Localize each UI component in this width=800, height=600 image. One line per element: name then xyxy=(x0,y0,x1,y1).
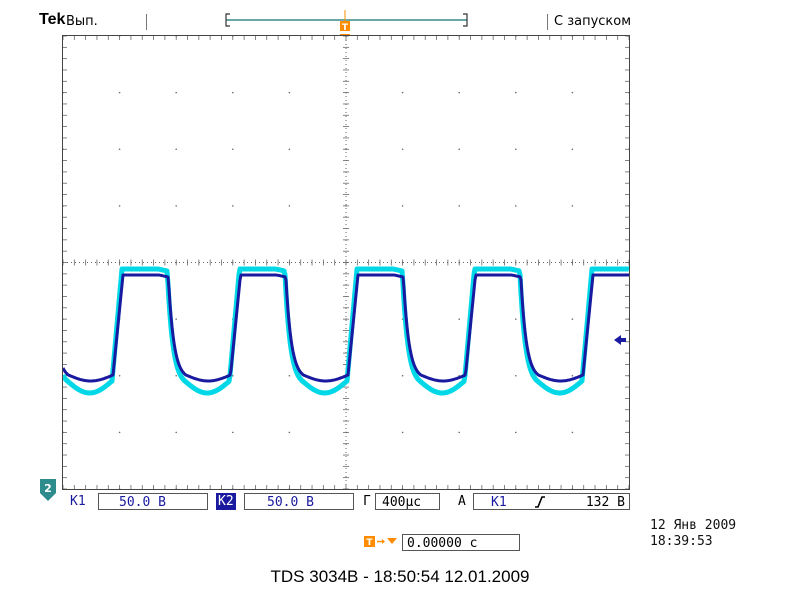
channel-2-waveform xyxy=(61,273,630,383)
rising-edge-icon xyxy=(535,496,545,508)
waveform-display[interactable] xyxy=(60,35,631,490)
channel-1-waveform xyxy=(60,266,631,396)
trigger-state: С запуском xyxy=(554,14,632,29)
graticule xyxy=(60,35,631,490)
channel-2-scale[interactable]: 50.0 В xyxy=(244,493,354,510)
channel-1-label[interactable]: К1 xyxy=(70,494,86,509)
trigger-source: К1 xyxy=(491,495,507,510)
channel-2-label[interactable]: К2 xyxy=(216,493,236,510)
svg-text:2: 2 xyxy=(44,482,52,495)
screenshot-caption: TDS 3034B - 18:50:54 12.01.2009 xyxy=(270,567,530,586)
svg-text:T: T xyxy=(342,23,349,33)
timebase-value[interactable]: 400µс xyxy=(375,493,440,510)
brand-logo: Tek xyxy=(39,11,66,28)
date-text: 12 Янв 2009 xyxy=(650,518,737,533)
trigger-mode-label: А xyxy=(458,494,466,509)
acquisition-state: Вып. xyxy=(66,14,98,29)
trigger-readout[interactable]: К1 132 В xyxy=(473,493,630,510)
trigger-position-icon[interactable]: T xyxy=(340,10,350,33)
status-divider xyxy=(146,14,147,30)
channel-2-ground-marker-icon[interactable]: 2 xyxy=(40,479,56,501)
trigger-level-arrow-icon[interactable] xyxy=(613,333,627,347)
trigger-position-value[interactable]: 0.00000 с xyxy=(402,534,520,551)
trigger-offset-icon: T xyxy=(364,536,397,548)
trigger-level: 132 В xyxy=(585,495,625,510)
datetime-readout: 12 Янв 2009 18:39:53 xyxy=(650,518,736,550)
timebase-label: Г xyxy=(363,494,371,509)
time-text: 18:39:53 xyxy=(650,534,713,549)
svg-text:T: T xyxy=(366,538,373,548)
channel-1-scale[interactable]: 50.0 В xyxy=(98,493,208,510)
status-divider xyxy=(547,14,548,30)
